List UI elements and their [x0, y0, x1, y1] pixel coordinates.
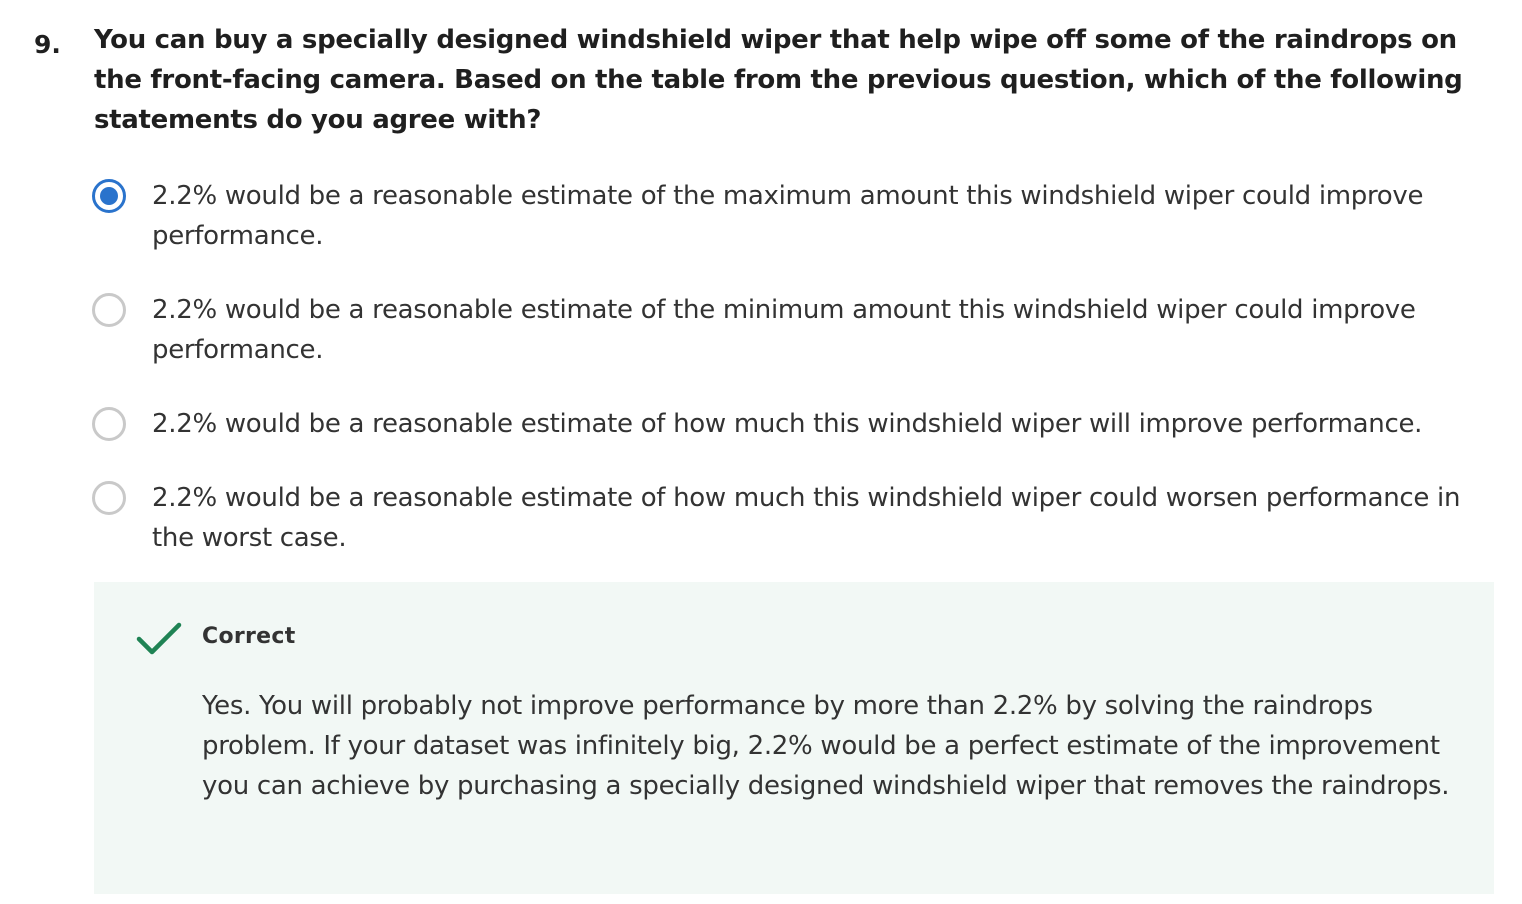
checkmark-icon: [136, 622, 182, 655]
answer-option-label: 2.2% would be a reasonable estimate of t…: [152, 295, 1416, 365]
answer-option-label: 2.2% would be a reasonable estimate of h…: [152, 483, 1461, 553]
question-number: 9.: [34, 30, 61, 59]
answer-option-3[interactable]: 2.2% would be a reasonable estimate of h…: [92, 404, 1492, 444]
radio-button-selected[interactable]: [92, 179, 126, 213]
feedback-status: Correct: [202, 624, 296, 649]
answer-option-4[interactable]: 2.2% would be a reasonable estimate of h…: [92, 478, 1492, 558]
feedback-panel: Correct Yes. You will probably not impro…: [94, 582, 1494, 894]
radio-button[interactable]: [92, 293, 126, 327]
answer-option-2[interactable]: 2.2% would be a reasonable estimate of t…: [92, 290, 1492, 370]
question-text: You can buy a specially designed windshi…: [94, 25, 1463, 135]
radio-button[interactable]: [92, 481, 126, 515]
radio-button[interactable]: [92, 407, 126, 441]
answer-option-1[interactable]: 2.2% would be a reasonable estimate of t…: [92, 176, 1492, 256]
feedback-explanation: Yes. You will probably not improve perfo…: [202, 691, 1450, 801]
answer-option-label: 2.2% would be a reasonable estimate of t…: [152, 181, 1424, 251]
answer-option-label: 2.2% would be a reasonable estimate of h…: [152, 409, 1423, 439]
answer-options: 2.2% would be a reasonable estimate of t…: [92, 176, 1492, 558]
